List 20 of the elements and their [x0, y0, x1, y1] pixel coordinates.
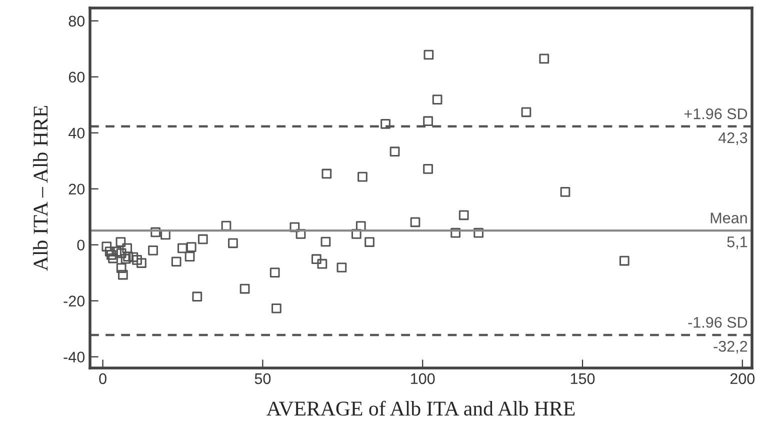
- x-tick-label: 50: [254, 373, 271, 384]
- y-tick-label: 40: [68, 128, 85, 139]
- y-tick-label: 20: [68, 184, 85, 195]
- y-tick-label: -40: [64, 352, 85, 362]
- x-tick-label: 150: [570, 373, 595, 384]
- ref-line-label: Mean: [710, 212, 747, 224]
- annotation: -32,2: [714, 340, 748, 354]
- x-tick-label: 200: [730, 373, 755, 384]
- x-tick-label: 0: [99, 373, 106, 384]
- y-axis-title: Alb ITA – Alb HRE: [33, 106, 48, 271]
- ref-line-label: +1.96 SD: [684, 108, 748, 120]
- annotation: 42,3: [718, 132, 748, 145]
- y-tick-label: 80: [68, 16, 85, 27]
- x-axis-title: AVERAGE of Alb ITA and Alb HRE: [266, 400, 575, 416]
- y-tick-label: 0: [77, 240, 85, 251]
- y-tick-label: -20: [64, 296, 85, 306]
- y-tick-label: 60: [68, 72, 85, 83]
- annotation: 5,1: [727, 236, 748, 250]
- ref-line-label: -1.96 SD: [688, 316, 748, 328]
- x-tick-label: 100: [411, 373, 435, 384]
